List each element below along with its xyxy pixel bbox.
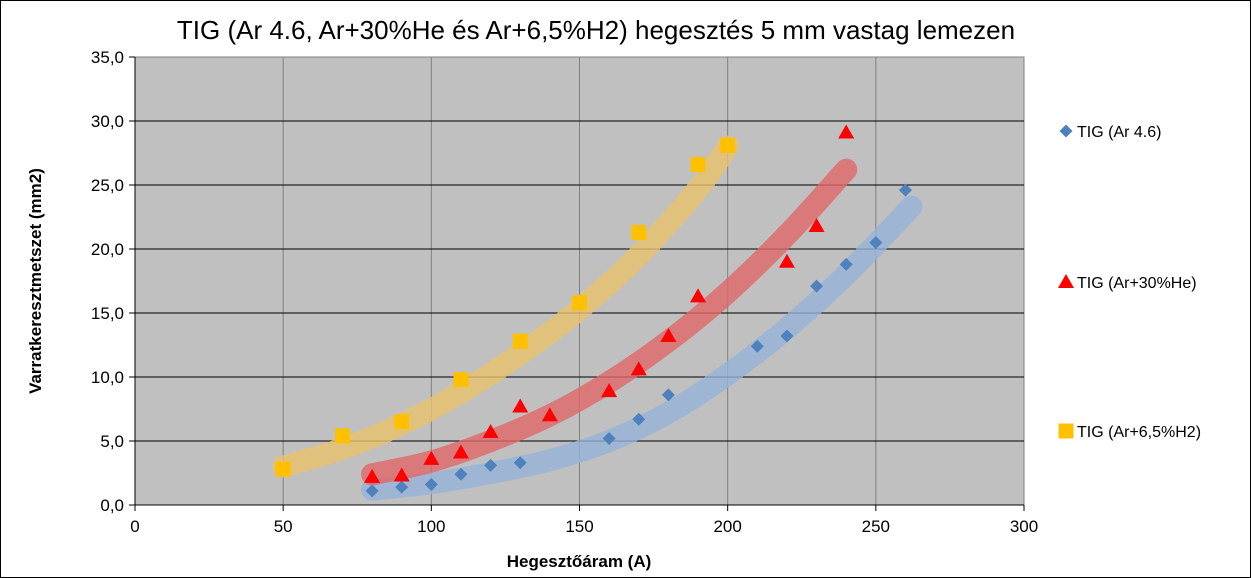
data-point	[541, 407, 558, 422]
y-tick-label: 30,0	[91, 112, 124, 131]
data-point	[454, 467, 468, 481]
y-tick-label: 25,0	[91, 176, 124, 195]
data-point	[808, 217, 825, 232]
chart-title: TIG (Ar 4.6, Ar+30%He és Ar+6,5%H2) hege…	[176, 15, 1016, 45]
data-point	[334, 428, 350, 444]
data-point	[453, 372, 469, 388]
y-tick-label: 20,0	[91, 240, 124, 259]
x-tick-label: 200	[713, 517, 741, 536]
x-axis-title: Hegesztőáram (A)	[507, 552, 652, 571]
x-tick-label: 100	[417, 517, 445, 536]
trendline	[272, 135, 739, 478]
data-point	[632, 412, 646, 426]
data-point	[512, 398, 529, 413]
data-point	[275, 461, 291, 477]
y-tick-label: 5,0	[100, 432, 124, 451]
data-point	[720, 137, 736, 153]
y-tick-label: 10,0	[91, 368, 124, 387]
legend-marker	[1058, 274, 1074, 288]
data-point	[661, 388, 675, 402]
data-point	[572, 295, 587, 311]
legend: TIG (Ar 4.6) TIG (Ar+30%He) TIG (Ar+6,5%H2…	[1058, 124, 1201, 441]
data-point	[869, 236, 883, 250]
data-point	[513, 456, 527, 470]
data-point	[484, 458, 498, 472]
data-point	[482, 424, 499, 439]
y-tick-label: 35,0	[91, 48, 124, 67]
data-point	[364, 468, 381, 483]
data-point	[750, 339, 764, 353]
x-tick-label: 0	[130, 517, 139, 536]
data-point	[601, 383, 618, 398]
data-point	[393, 467, 410, 482]
x-tick-label: 300	[1010, 517, 1038, 536]
x-tick-label: 150	[565, 517, 593, 536]
axes	[129, 56, 1025, 511]
y-tick-label: 15,0	[91, 304, 124, 323]
data-point	[690, 157, 706, 173]
data-point	[838, 124, 855, 139]
data-point	[780, 329, 794, 343]
data-point	[424, 478, 438, 492]
data-point	[602, 431, 616, 445]
data-point	[810, 279, 824, 293]
y-tick-label: 0,0	[100, 496, 124, 515]
x-tick-label: 250	[862, 517, 890, 536]
legend-marker	[1058, 423, 1074, 439]
data-point	[778, 253, 795, 268]
y-tick-labels: 0,0 5,0 10,0 15,0 20,0 25,0 30,0 35,0	[91, 48, 124, 515]
data-point	[512, 333, 528, 349]
x-tick-labels: 0 50 100 150 200 250 300	[130, 517, 1038, 536]
data-point	[395, 480, 409, 494]
x-tick-label: 50	[274, 517, 293, 536]
trendline	[361, 195, 923, 501]
legend-label: TIG (Ar 4.6)	[1077, 124, 1161, 141]
data-point	[394, 414, 410, 430]
data-point	[452, 444, 469, 459]
data-point	[423, 450, 440, 465]
legend-label: TIG (Ar+30%He)	[1077, 275, 1197, 292]
data-point	[690, 288, 707, 303]
legend-marker	[1059, 124, 1073, 138]
y-axis-title: Varratkeresztmetszet (mm2)	[26, 168, 45, 394]
data-point	[365, 484, 379, 498]
data-points	[275, 124, 912, 498]
data-point	[631, 224, 647, 240]
data-point	[839, 257, 853, 271]
legend-label: TIG (Ar+6,5%H2)	[1077, 424, 1201, 441]
data-point	[898, 183, 912, 197]
data-point	[660, 328, 677, 343]
gridlines	[135, 57, 1024, 505]
data-point	[630, 361, 647, 376]
